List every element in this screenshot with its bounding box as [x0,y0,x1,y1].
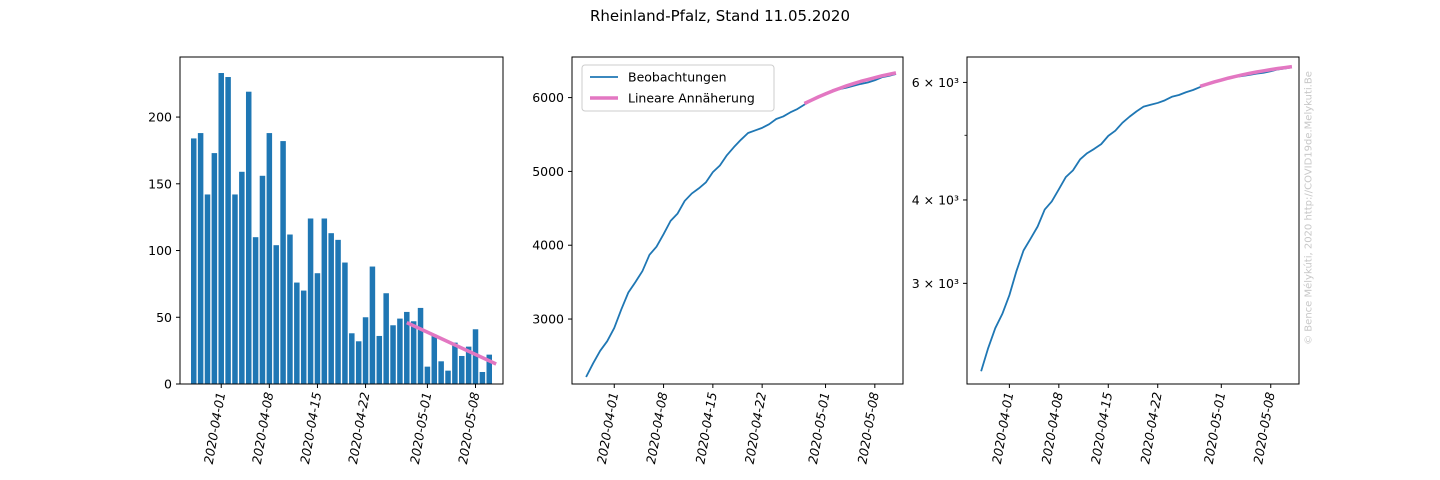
bar-2020-03-28 [190,138,197,384]
axes-frame [571,56,904,385]
x-tick-label: 2020-05-01 [407,391,434,465]
bar-2020-04-02 [225,77,231,384]
bar-2020-04-09 [273,245,279,384]
bar-2020-04-11 [287,234,293,384]
y-tick-label: 0 [164,377,172,392]
y-tick-label: 4000 [532,238,564,253]
bar-2020-04-15 [314,273,321,384]
chart-cumulative-log: 3 × 10³ 4 × 10³ 6 × 10³ 2020-04-01 2020-04-0… [912,56,1300,465]
bar-2020-05-09 [479,371,486,384]
x-tick-label: 2020-04-08 [1038,391,1065,465]
bar-2020-05-08 [472,329,479,384]
bar-2020-04-04 [239,171,245,384]
y-tick-label: 100 [148,243,172,258]
bar-2020-04-17 [328,233,334,384]
x-tick-label: 2020-05-01 [805,391,832,465]
x-tick-label: 2020-04-01 [594,391,621,465]
x-tick-label: 2020-05-08 [455,391,482,465]
x-tick-label: 2020-04-08 [249,391,276,465]
bar-2020-04-06 [252,237,259,384]
bar-2020-04-28 [404,311,410,384]
chart-daily-new-cases: 0 50 100 150 200 2020-04-01 2020-04-08 2020-04-… [148,56,504,465]
y-tick-label: 6 × 10³ [912,75,959,90]
legend-box [581,64,775,112]
bar-2020-03-30 [204,194,211,384]
bar-2020-05-03 [438,361,444,384]
bar-2020-04-05 [245,91,252,384]
x-tick-label: 2020-05-08 [854,391,881,465]
fit-line [406,321,497,366]
y-tick-label: 3 × 10³ [912,276,959,291]
bar-2020-04-26 [390,325,396,384]
y-tick-label: 4 × 10³ [912,192,959,207]
x-tick-label: 2020-04-01 [989,391,1016,465]
bar-2020-04-08 [266,133,273,384]
x-tick-label: 2020-04-01 [201,391,228,465]
x-tick-label: 2020-04-22 [742,391,769,465]
fit-line [803,71,897,106]
x-tick-label: 2020-04-15 [297,391,324,465]
legend: Beobachtungen Lineare Annäherung [581,64,775,112]
bar-2020-04-21 [355,341,362,384]
observed-line [585,73,897,378]
bar-2020-04-16 [321,218,328,384]
bar-2020-04-10 [280,141,286,384]
y-tick-label: 50 [156,310,172,325]
x-tick-label: 2020-04-22 [1137,391,1164,465]
y-tick-label: 6000 [532,90,564,105]
bar-2020-05-06 [459,355,465,384]
y-tick-label: 5000 [532,164,564,179]
bar-2020-04-23 [369,266,376,384]
bar-2020-05-10 [486,354,493,384]
axes-frame [179,56,504,385]
bar-2020-04-13 [300,290,307,384]
bar-2020-05-01 [424,366,431,384]
observed-line [980,66,1293,372]
bar-2020-04-01 [218,73,224,384]
x-tick-label: 2020-04-08 [643,391,670,465]
y-tick-label: 200 [148,110,172,125]
plot-area [190,73,497,384]
figure-title: Rheinland-Pfalz, Stand 11.05.2020 [589,7,850,25]
bar-2020-04-27 [397,318,403,384]
x-tick-label: 2020-04-15 [1088,391,1115,465]
chart-cumulative-linear: 3000 4000 5000 6000 2020-04-01 2020-04-08 2020… [532,56,904,465]
axes-frame [966,56,1300,385]
bar-2020-04-24 [376,335,383,384]
bar-2020-05-04 [445,370,451,384]
bar-2020-04-19 [342,262,348,384]
bar-2020-04-03 [232,194,238,384]
bar-2020-05-02 [431,334,438,384]
bar-2020-05-05 [452,342,458,384]
bar-2020-05-07 [465,346,472,384]
bar-2020-04-14 [307,218,314,384]
bar-2020-04-18 [335,239,341,384]
bar-2020-04-12 [294,282,300,384]
y-tick-label: 3000 [532,312,564,327]
bar-2020-04-25 [383,293,389,384]
bar-2020-04-30 [417,307,424,384]
x-tick-label: 2020-05-08 [1250,391,1277,465]
legend-label: Lineare Annäherung [628,91,755,106]
y-tick-label: 150 [148,176,172,191]
bar-2020-04-07 [259,175,266,384]
x-tick-label: 2020-04-15 [692,391,719,465]
legend-label: Beobachtungen [628,70,727,85]
x-tick-label: 2020-05-01 [1201,391,1228,465]
bar-2020-03-31 [211,153,218,384]
fit-line [1199,64,1293,88]
bar-2020-04-22 [362,317,369,384]
plot-area [585,71,897,378]
bar-2020-03-29 [197,133,204,384]
x-tick-label: 2020-04-22 [345,391,372,465]
plot-area [980,64,1293,372]
bar-2020-04-20 [349,333,355,384]
bar-2020-04-29 [410,321,417,384]
